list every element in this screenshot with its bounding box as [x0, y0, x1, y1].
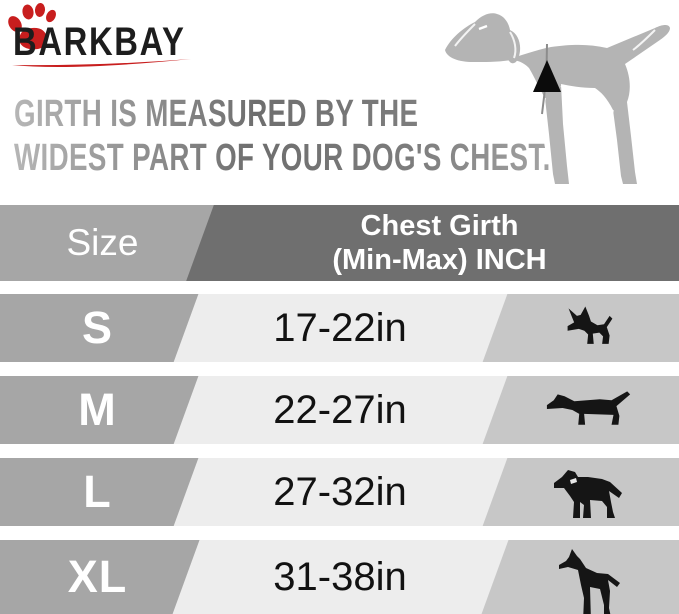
table-row-size-m: M 22-27in — [0, 376, 679, 444]
great-dane-icon — [558, 549, 620, 614]
size-label-s: S — [81, 302, 113, 353]
dog-silhouette — [445, 13, 670, 184]
girth-arrow-marker — [533, 60, 561, 92]
measure-instruction: GIRTH IS MEASURED BY THE WIDEST PART OF … — [14, 92, 679, 180]
dog-girth-illustration — [445, 13, 670, 184]
measure-instruction-line2: WIDEST PART OF YOUR DOG'S CHEST. — [14, 137, 551, 179]
size-label-m: M — [78, 384, 117, 435]
brand-underline-swoosh — [12, 59, 191, 67]
girth-value-xl: 31-38in — [273, 554, 407, 599]
girth-value-l: 27-32in — [273, 469, 407, 514]
table-header-row: Size Chest Girth (Min-Max) INCH — [0, 205, 679, 281]
girth-value-s: 17-22in — [273, 305, 407, 350]
table-row-size-s: S 17-22in — [0, 294, 679, 362]
rottweiler-icon — [553, 470, 622, 518]
chihuahua-icon — [567, 306, 612, 344]
girth-value-m: 22-27in — [273, 387, 407, 432]
brand-logo: BARKBAY — [0, 0, 260, 80]
header-girth-label: Chest Girth (Min-Max) INCH — [200, 205, 679, 281]
header-size-label: Size — [66, 222, 139, 263]
table-row-size-l: L 27-32in — [0, 458, 679, 526]
paw-print-icon — [8, 3, 56, 50]
header-girth-line1: Chest Girth — [360, 210, 519, 242]
dog-highlights — [454, 23, 656, 161]
measure-instruction-line1: GIRTH IS MEASURED BY THE — [14, 92, 551, 136]
size-label-l: L — [83, 466, 112, 517]
size-label-xl: XL — [67, 551, 128, 602]
dachshund-icon — [546, 391, 630, 425]
table-row-size-xl: XL 31-38in — [0, 540, 679, 614]
brand-name: BARKBAY — [13, 20, 186, 64]
header-girth-line2: (Min-Max) INCH — [332, 244, 547, 276]
dog-eye — [478, 24, 488, 31]
